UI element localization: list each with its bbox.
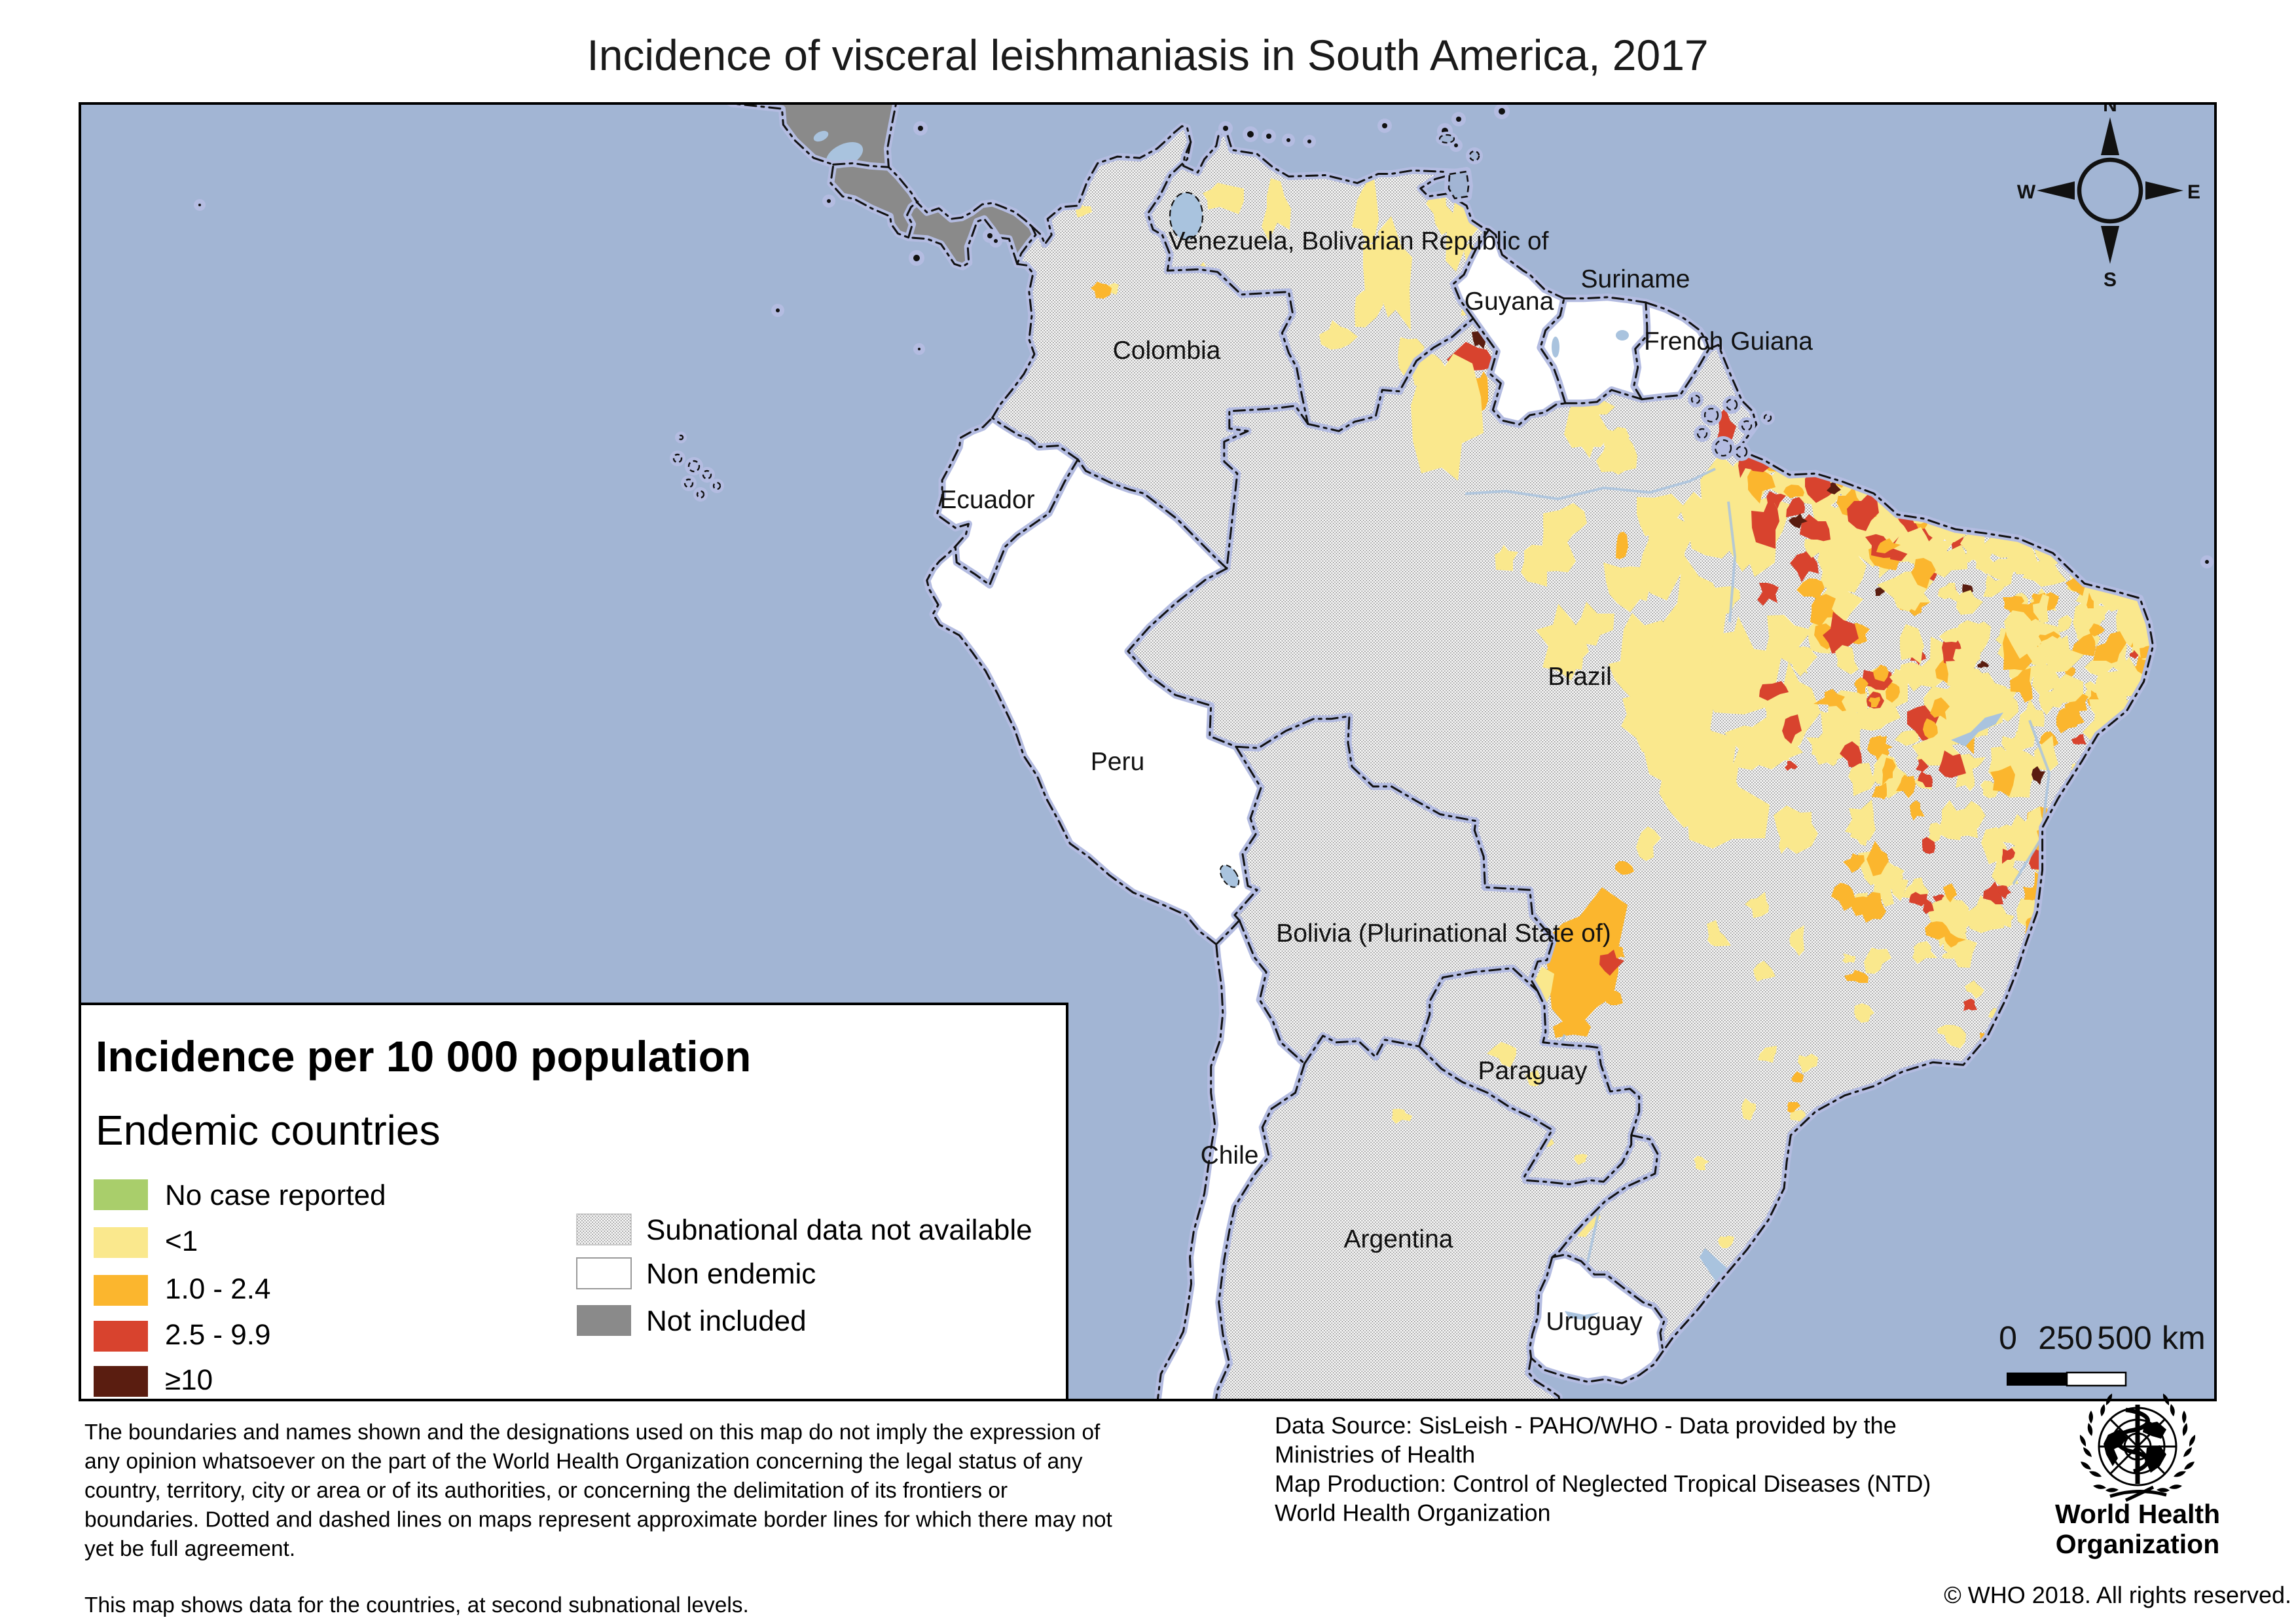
- svg-text:≥10: ≥10: [165, 1364, 213, 1396]
- svg-text:No case reported: No case reported: [165, 1179, 386, 1211]
- svg-text:Ecuador: Ecuador: [939, 486, 1034, 514]
- svg-text:W: W: [2017, 181, 2036, 203]
- svg-text:any opinion whatsoever on the: any opinion whatsoever on the part of th…: [84, 1450, 1083, 1474]
- svg-text:country, territory, city or ar: country, territory, city or area or of i…: [84, 1479, 1008, 1503]
- svg-text:Brazil: Brazil: [1548, 663, 1612, 691]
- svg-text:Guyana: Guyana: [1465, 287, 1554, 316]
- svg-text:World Health Organization: World Health Organization: [1275, 1500, 1551, 1526]
- svg-text:Endemic countries: Endemic countries: [96, 1107, 440, 1154]
- svg-text:Incidence of visceral leishman: Incidence of visceral leishmaniasis in S…: [587, 31, 1708, 79]
- svg-text:N: N: [2103, 94, 2117, 116]
- svg-text:French Guiana: French Guiana: [1644, 327, 1813, 356]
- svg-text:Data Source: SisLeish - PAHO/W: Data Source: SisLeish - PAHO/WHO - Data …: [1275, 1412, 1897, 1439]
- svg-text:Organization: Organization: [2056, 1529, 2220, 1559]
- svg-text:Ministries of Health: Ministries of Health: [1275, 1441, 1475, 1468]
- svg-text:Map Production: Control of Neg: Map Production: Control of Neglected Tro…: [1275, 1470, 1931, 1497]
- svg-text:Uruguay: Uruguay: [1546, 1308, 1643, 1336]
- svg-text:500: 500: [2097, 1320, 2151, 1356]
- svg-text:Subnational data not available: Subnational data not available: [646, 1214, 1032, 1246]
- svg-text:Chile: Chile: [1201, 1141, 1259, 1170]
- svg-text:Paraguay: Paraguay: [1478, 1057, 1588, 1085]
- svg-text:S: S: [2104, 269, 2117, 291]
- svg-text:yet be full agreement.: yet be full agreement.: [84, 1537, 295, 1561]
- svg-text:boundaries. Dotted and dashed: boundaries. Dotted and dashed lines on m…: [84, 1508, 1113, 1532]
- svg-text:E: E: [2187, 181, 2200, 203]
- svg-text:1.0 - 2.4: 1.0 - 2.4: [165, 1273, 270, 1305]
- svg-text:Non endemic: Non endemic: [646, 1258, 816, 1290]
- svg-text:The boundaries and names shown: The boundaries and names shown and the d…: [84, 1420, 1101, 1445]
- svg-text:World Health: World Health: [2055, 1499, 2220, 1529]
- svg-text:2.5 - 9.9: 2.5 - 9.9: [165, 1319, 270, 1351]
- svg-text:Bolivia (Plurinational State o: Bolivia (Plurinational State of): [1276, 919, 1611, 948]
- svg-text:km: km: [2162, 1320, 2206, 1356]
- svg-text:This map shows data for the co: This map shows data for the countries, a…: [84, 1593, 749, 1617]
- svg-text:Peru: Peru: [1091, 748, 1144, 776]
- svg-text:<1: <1: [165, 1225, 198, 1257]
- svg-text:Argentina: Argentina: [1344, 1225, 1453, 1253]
- svg-text:0: 0: [1999, 1320, 2017, 1356]
- svg-text:Venezuela, Bolivarian Republic: Venezuela, Bolivarian Republic of: [1168, 227, 1548, 255]
- svg-text:Not included: Not included: [646, 1305, 807, 1337]
- svg-text:Incidence per 10 000 populatio: Incidence per 10 000 population: [96, 1032, 751, 1080]
- svg-text:250: 250: [2038, 1320, 2092, 1356]
- svg-text:© WHO 2018. All rights reserve: © WHO 2018. All rights reserved.: [1944, 1581, 2291, 1608]
- svg-text:Colombia: Colombia: [1113, 337, 1221, 365]
- svg-text:Suriname: Suriname: [1581, 265, 1690, 293]
